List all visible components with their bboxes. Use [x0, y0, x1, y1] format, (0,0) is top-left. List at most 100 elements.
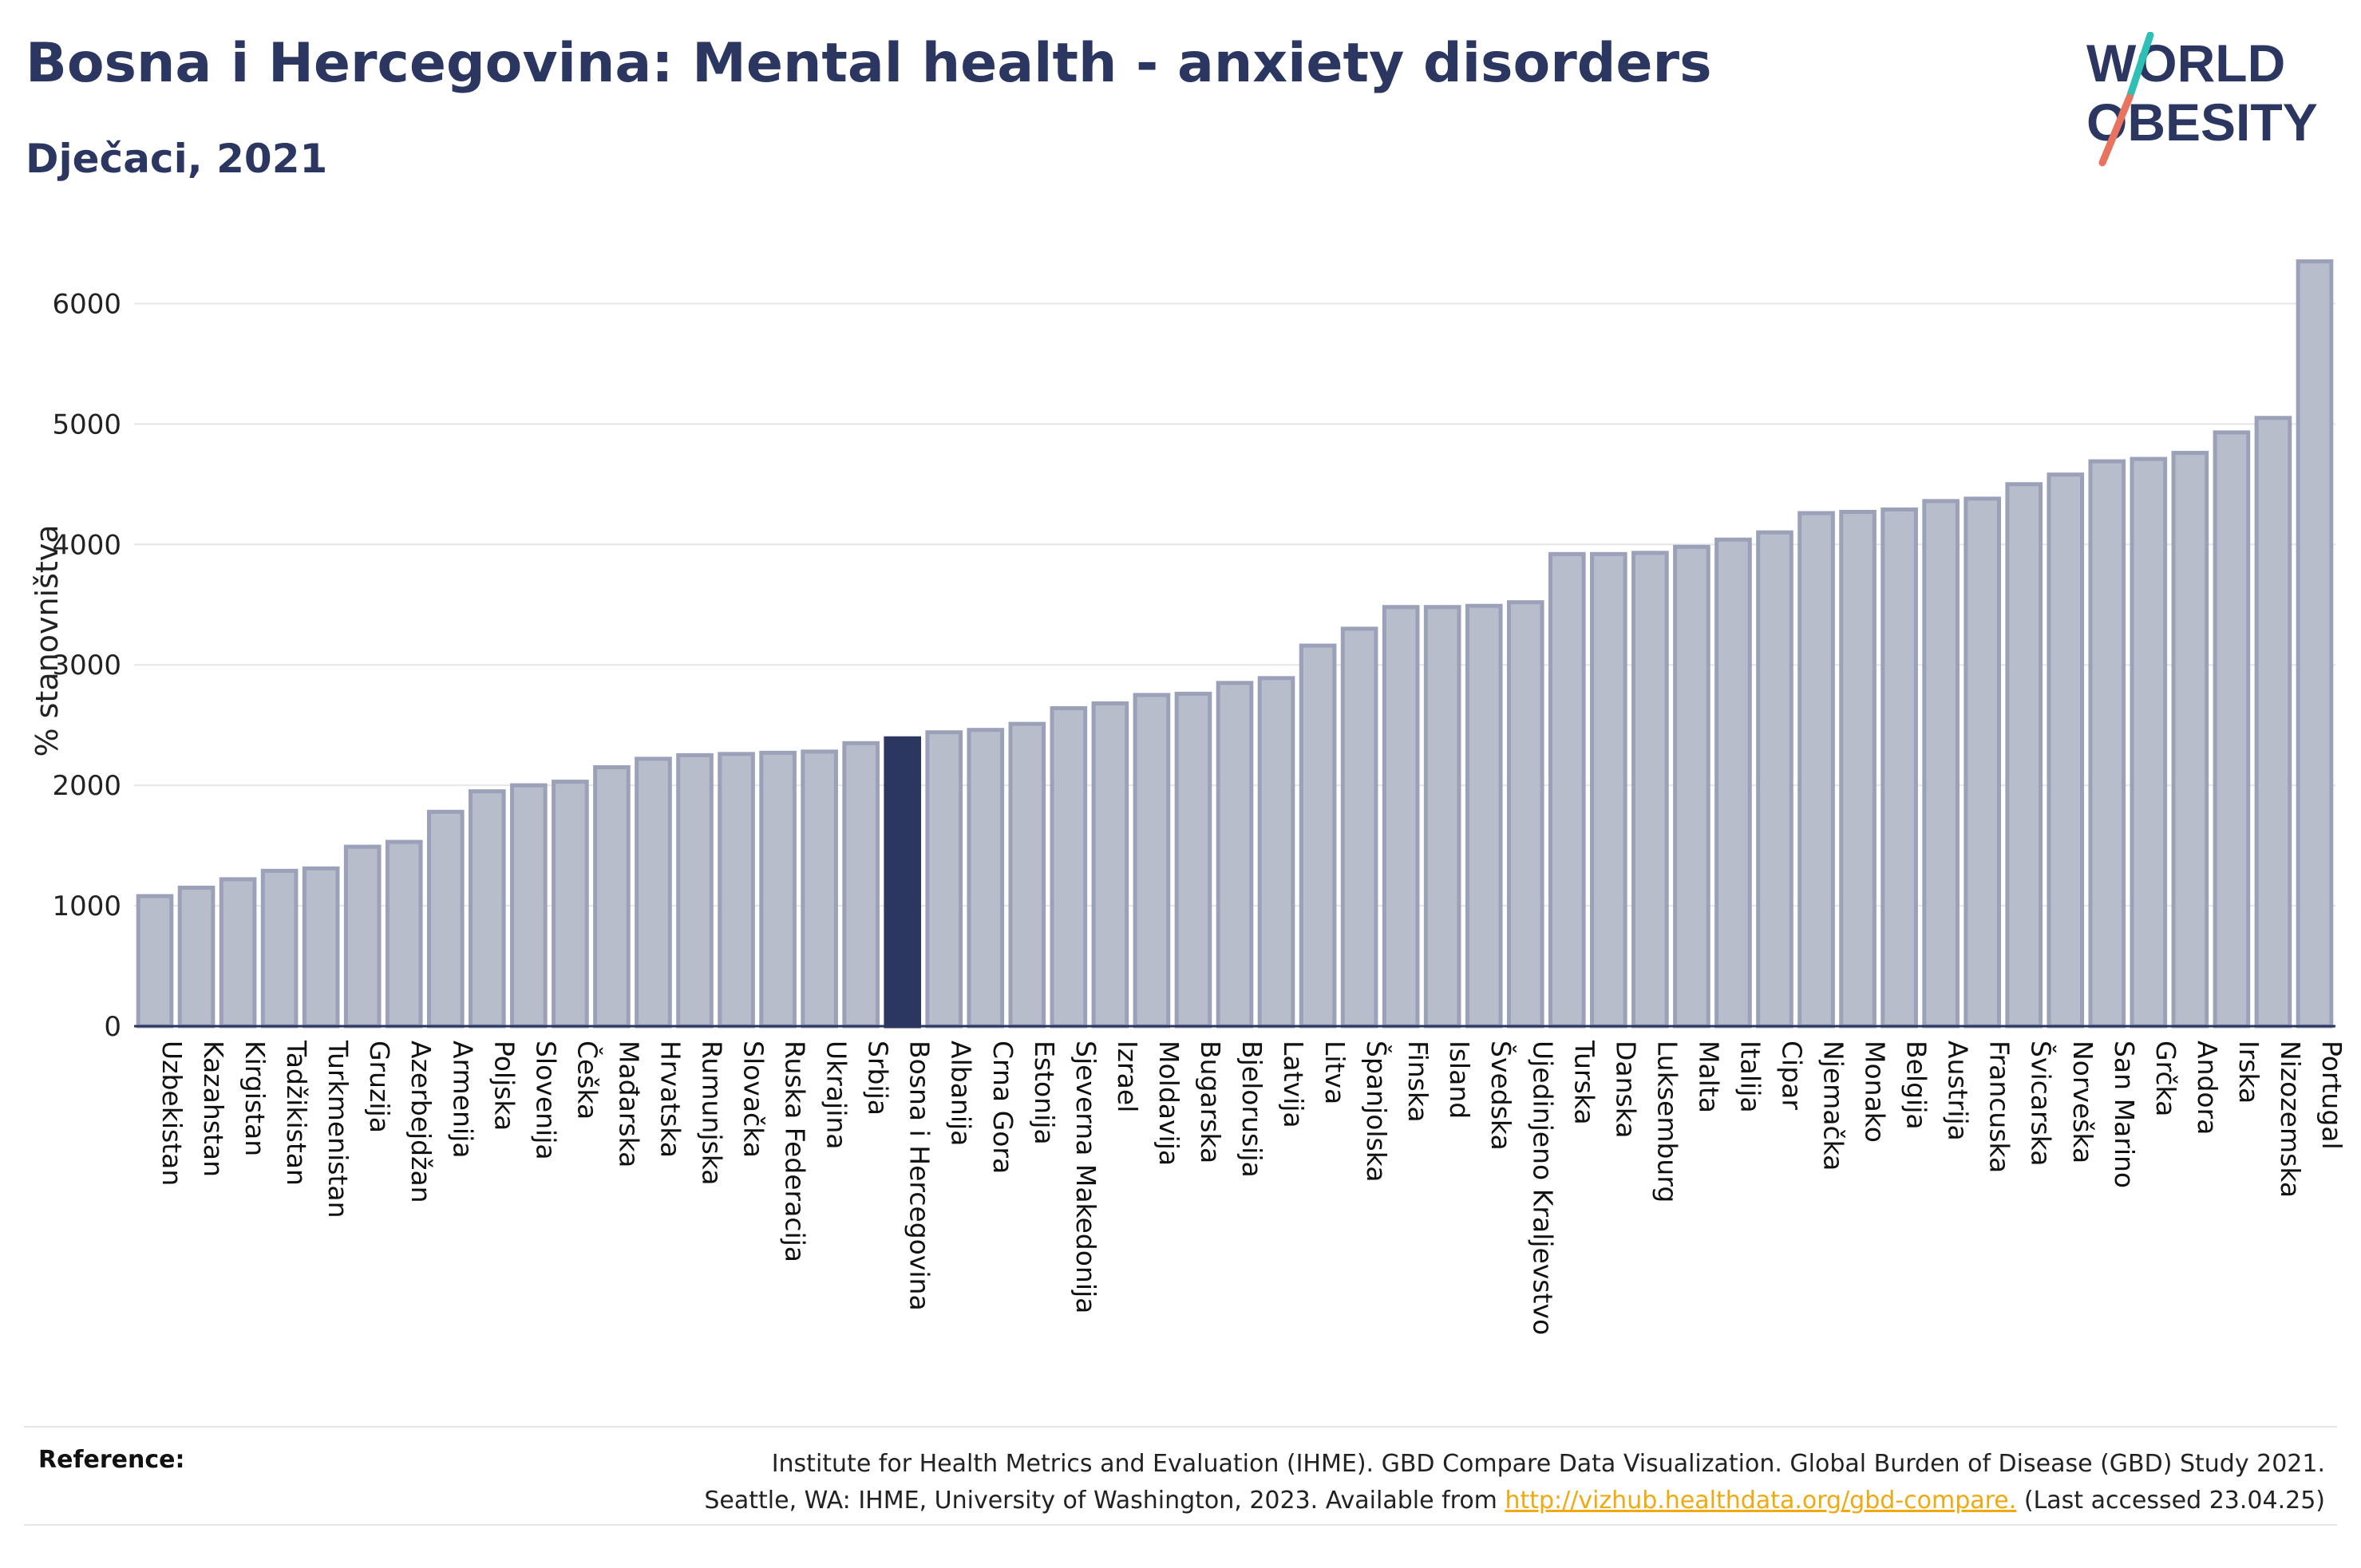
x-tick-label: Poljska [488, 1041, 520, 1131]
x-tick-label: Hrvatska [655, 1041, 686, 1158]
x-tick-label: Tadžikistan [281, 1040, 312, 1186]
bar [385, 839, 423, 1029]
y-tick-label: 4000 [52, 529, 121, 561]
bar [1174, 691, 1212, 1029]
x-tick-label: Srbija [863, 1041, 894, 1116]
x-tick-label: Turska [1568, 1040, 1600, 1125]
chart-subtitle: Dječaci, 2021 [26, 136, 328, 182]
reference-bottom-rule [24, 1524, 2337, 1526]
bar [510, 783, 548, 1029]
y-tick-label: 6000 [52, 288, 121, 320]
bar [2005, 482, 2043, 1029]
bar [1880, 507, 1918, 1029]
bar [718, 752, 755, 1029]
bar [1133, 693, 1171, 1029]
world-obesity-logo: WORLD OBESITY [2086, 32, 2318, 167]
x-tick-label: Francuska [1984, 1041, 2015, 1173]
reference-line2-suffix: (Last accessed 23.04.25) [2016, 1487, 2325, 1515]
x-tick-label: Belgija [1901, 1041, 1932, 1130]
y-tick-label: 3000 [52, 650, 121, 681]
logo-line1: WORLD [2086, 34, 2285, 93]
bar [1091, 701, 1129, 1029]
x-tick-label: Kirgistan [239, 1041, 271, 1156]
x-tick-label: Litva [1319, 1041, 1351, 1104]
bar [260, 868, 299, 1029]
reference-link[interactable]: http://vizhub.healthdata.org/gbd-compare… [1505, 1487, 2017, 1515]
y-tick-label: 0 [104, 1011, 121, 1043]
x-tick-label: Norveška [2067, 1041, 2098, 1163]
reference-line2-prefix: Seattle, WA: IHME, University of Washing… [704, 1487, 1505, 1515]
x-tick-label: Uzbekistan [156, 1041, 188, 1186]
x-tick-label: Irska [2233, 1041, 2264, 1104]
bar [1257, 676, 1295, 1029]
x-tick-label: Rumunjska [697, 1041, 728, 1185]
x-tick-label: Švicarska [2026, 1041, 2058, 1167]
x-tick-label: Danska [1610, 1041, 1641, 1139]
x-tick-label: Portugal [2316, 1041, 2347, 1150]
x-tick-label: Estonija [1029, 1041, 1060, 1145]
logo-slash-coral [2098, 93, 2134, 167]
bar [967, 728, 1005, 1029]
bar-chart: 0 1000 2000 3000 4000 5000 6000 % stanovništva U… [30, 259, 2347, 1335]
reference-line2: Seattle, WA: IHME, University of Washing… [489, 1483, 2325, 1519]
x-tick-label: Latvija [1278, 1041, 1309, 1128]
x-tick-label: Njemačka [1818, 1041, 1849, 1171]
x-tick-label: Moldavija [1153, 1041, 1184, 1166]
x-tick-label: Slovenija [530, 1041, 561, 1160]
x-tick-label: Albanija [946, 1041, 977, 1146]
bar [2088, 459, 2126, 1029]
bar [1631, 551, 1669, 1029]
bar [2047, 472, 2085, 1029]
bar [343, 844, 382, 1029]
bar [1465, 603, 1503, 1029]
x-tick-label: Švedska [1485, 1041, 1517, 1151]
bar [1548, 551, 1586, 1029]
bar [1673, 544, 1710, 1029]
reference-top-rule [24, 1426, 2337, 1428]
bar [1340, 626, 1378, 1029]
x-tick-label: Bosna i Hercegovina [904, 1041, 935, 1311]
bar [801, 749, 838, 1029]
bar [1714, 537, 1752, 1029]
x-tick-label: Luksemburg [1651, 1041, 1683, 1203]
bar [1423, 605, 1461, 1029]
x-tick-label: Malta [1693, 1041, 1724, 1113]
x-tick-label: Monako [1860, 1041, 1891, 1143]
x-tick-label: Gruzija [364, 1041, 395, 1133]
bar [2296, 259, 2334, 1029]
x-tick-label: Ruska Federacija [780, 1041, 811, 1262]
bar [759, 750, 797, 1029]
bar [1050, 706, 1088, 1029]
x-tick-label: San Marino [2109, 1041, 2140, 1188]
bar [593, 764, 631, 1029]
bar [2130, 456, 2168, 1029]
bar-highlight [884, 736, 922, 1029]
x-tick-label: Mađarska [613, 1041, 644, 1167]
x-tick-label: Cipar [1776, 1041, 1807, 1110]
bar [2171, 451, 2209, 1029]
bar [1382, 605, 1420, 1029]
x-tick-label: Finska [1402, 1041, 1434, 1123]
bar [1756, 530, 1793, 1029]
bar [177, 885, 216, 1029]
bar [1506, 600, 1544, 1029]
reference-label: Reference: [38, 1446, 185, 1474]
bar [676, 752, 714, 1029]
x-tick-label: Armenija [447, 1041, 478, 1159]
x-tick-label: Island [1444, 1041, 1475, 1119]
bar [1299, 643, 1337, 1029]
x-tick-label: Nizozemska [2275, 1041, 2306, 1198]
bar [925, 730, 963, 1029]
y-tick-label: 1000 [52, 891, 121, 922]
x-tick-label: Češka [571, 1041, 603, 1120]
x-tick-label: Sjeverna Makedonija [1070, 1041, 1101, 1313]
reference-line1: Institute for Health Metrics and Evaluat… [771, 1450, 2325, 1478]
bar [1216, 681, 1254, 1029]
x-tick-label: Italija [1734, 1041, 1766, 1113]
y-axis-label: % stanovništva [30, 524, 65, 756]
bar [1590, 551, 1627, 1029]
bar [1922, 499, 1960, 1029]
bar [469, 789, 506, 1029]
bar [219, 877, 257, 1029]
x-tick-label: Bugarska [1195, 1041, 1226, 1163]
